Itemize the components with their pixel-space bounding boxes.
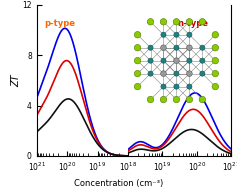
Y-axis label: ZT: ZT (11, 74, 21, 87)
Text: Concentration (cm⁻³): Concentration (cm⁻³) (74, 179, 163, 188)
Text: p-type: p-type (44, 19, 75, 28)
Text: n-type: n-type (178, 19, 209, 28)
